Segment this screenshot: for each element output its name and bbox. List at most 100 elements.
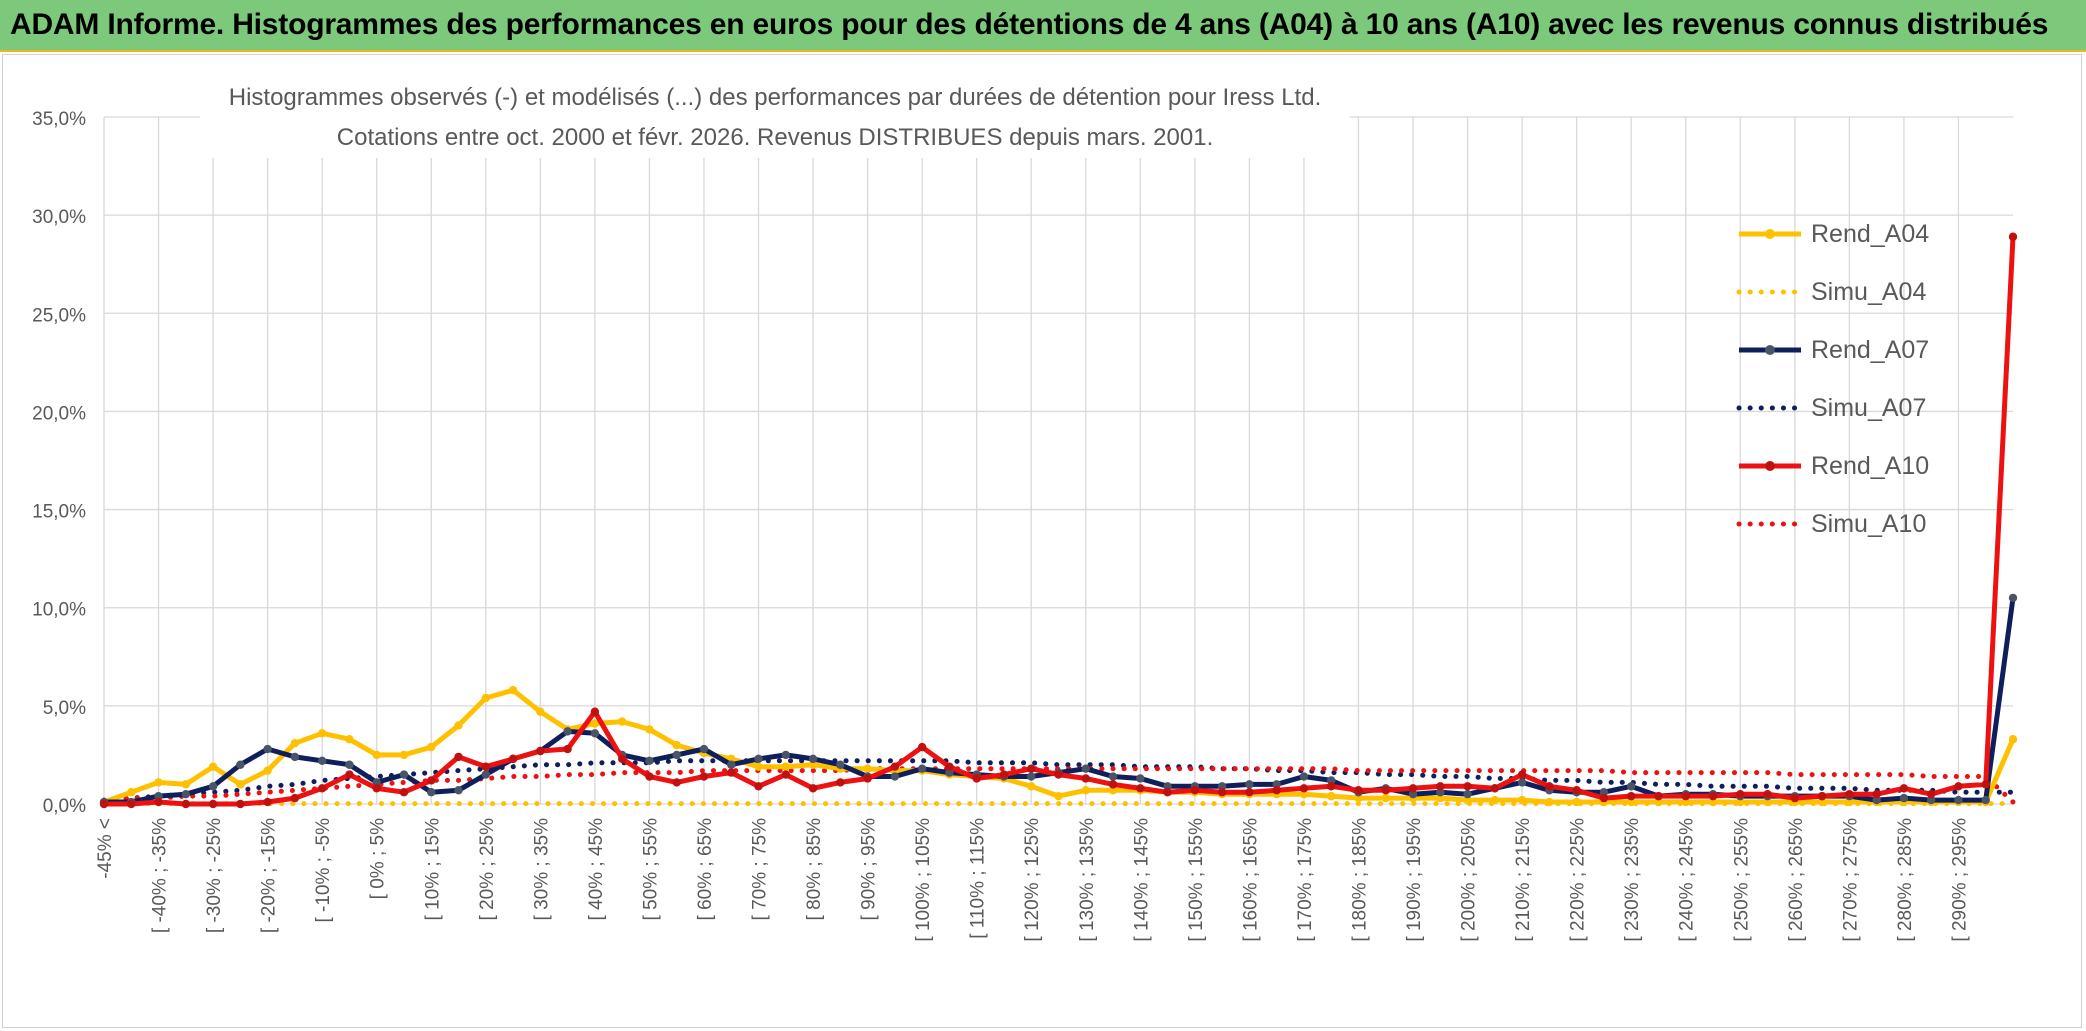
data-point-rend-a10 — [1327, 782, 1336, 791]
data-point-rend-a10 — [181, 799, 191, 809]
data-point-rend-a10 — [836, 778, 845, 787]
data-point-rend-a10 — [508, 754, 518, 764]
data-point-rend-a07 — [1872, 795, 1881, 805]
data-point-rend-a10 — [1463, 782, 1472, 791]
data-point-rend-a07 — [236, 760, 245, 769]
x-tick-label: [ 290% ; 295% — [1949, 818, 1970, 942]
legend-label: Simu_A10 — [1811, 509, 1927, 538]
data-point-rend-a07 — [1627, 782, 1636, 791]
data-point-rend-a04 — [481, 693, 490, 703]
legend-item-simu-a04[interactable]: Simu_A04 — [1735, 263, 1955, 321]
data-point-rend-a04 — [1463, 795, 1472, 805]
legend-label: Rend_A07 — [1811, 335, 1930, 364]
data-point-rend-a10 — [1272, 786, 1281, 795]
data-point-rend-a10 — [427, 776, 436, 785]
data-point-rend-a10 — [1136, 784, 1145, 793]
data-point-rend-a04 — [590, 719, 600, 728]
data-point-rend-a10 — [290, 793, 300, 803]
y-tick-label: 25,0% — [32, 305, 86, 326]
data-point-rend-a10 — [590, 707, 600, 716]
data-point-rend-a10 — [645, 772, 654, 781]
data-point-rend-a07 — [427, 788, 436, 797]
data-point-rend-a04 — [1327, 791, 1336, 801]
x-tick-label: [ 160% ; 165% — [1240, 818, 1261, 942]
data-point-rend-a04 — [672, 740, 681, 750]
data-point-rend-a04 — [1845, 797, 1854, 807]
x-tick-label: [ 150% ; 155% — [1186, 818, 1207, 942]
data-point-rend-a10 — [999, 770, 1009, 779]
legend-item-simu-a07[interactable]: Simu_A07 — [1735, 379, 1955, 437]
x-tick-label: [ 50% ; 55% — [640, 818, 661, 921]
data-point-rend-a07 — [208, 782, 218, 791]
data-point-rend-a04 — [345, 735, 354, 744]
x-tick-label: [ 80% ; 85% — [804, 818, 825, 921]
data-point-rend-a10 — [208, 799, 218, 809]
y-tick-label: 15,0% — [32, 502, 86, 523]
data-point-rend-a04 — [645, 725, 654, 734]
data-point-rend-a04 — [1027, 782, 1036, 791]
data-point-rend-a07 — [1981, 795, 1990, 805]
data-point-rend-a04 — [263, 766, 272, 775]
data-point-rend-a04 — [427, 742, 436, 752]
data-point-rend-a07 — [645, 756, 654, 766]
data-point-rend-a04 — [317, 729, 327, 738]
x-tick-label: [ 140% ; 145% — [1131, 818, 1152, 942]
data-point-rend-a10 — [2008, 232, 2018, 241]
data-point-rend-a04 — [236, 780, 245, 789]
data-point-rend-a04 — [1817, 797, 1827, 807]
x-tick-label: [ 110% ; 115% — [968, 818, 989, 939]
data-point-rend-a07 — [399, 770, 409, 779]
y-tick-label: 5,0% — [43, 698, 86, 719]
data-point-rend-a04 — [1081, 786, 1090, 795]
x-tick-label: [ 30% ; 35% — [531, 818, 552, 921]
x-tick-label: [ 90% ; 95% — [859, 818, 880, 921]
data-point-rend-a10 — [1190, 786, 1200, 795]
data-point-rend-a04 — [1490, 795, 1500, 805]
data-point-rend-a07 — [1599, 788, 1609, 797]
legend-label: Simu_A07 — [1811, 393, 1927, 422]
legend-swatch-simu-a10 — [1736, 521, 1804, 527]
data-point-rend-a07 — [1136, 774, 1145, 783]
data-point-rend-a04 — [617, 717, 627, 726]
legend-item-simu-a10[interactable]: Simu_A10 — [1735, 495, 1955, 553]
data-point-rend-a07 — [1899, 793, 1909, 803]
data-point-rend-a10 — [1545, 782, 1554, 791]
data-point-rend-a04 — [1572, 797, 1581, 807]
x-tick-label: [ 270% ; 275% — [1840, 818, 1861, 942]
data-point-rend-a07 — [1327, 776, 1336, 785]
data-point-rend-a10 — [1954, 782, 1963, 791]
data-point-rend-a10 — [481, 762, 490, 771]
data-point-rend-a04 — [290, 738, 300, 748]
legend-label: Rend_A10 — [1811, 451, 1930, 480]
series-line-simu-a07 — [101, 758, 2016, 803]
data-point-rend-a07 — [263, 744, 272, 754]
legend-swatch-simu-a04 — [1736, 289, 1804, 295]
data-point-rend-a10 — [1027, 764, 1036, 773]
data-point-rend-a10 — [1108, 780, 1118, 789]
series-line-rend-a10 — [104, 236, 2016, 807]
data-point-rend-a07 — [481, 770, 490, 779]
data-point-rend-a04 — [808, 760, 818, 769]
data-point-rend-a07 — [454, 786, 463, 795]
data-point-rend-a10 — [1217, 788, 1227, 797]
data-point-rend-a07 — [1245, 780, 1254, 789]
legend-item-rend-a04[interactable]: Rend_A04 — [1735, 205, 1955, 263]
data-point-rend-a07 — [1163, 782, 1172, 791]
data-point-rend-a10 — [372, 784, 381, 793]
legend-swatch-rend-a04 — [1739, 229, 1801, 239]
data-point-rend-a04 — [1708, 797, 1718, 807]
data-point-rend-a07 — [1436, 788, 1445, 797]
data-point-rend-a10 — [454, 752, 463, 762]
data-point-rend-a07 — [2008, 593, 2018, 603]
data-point-rend-a10 — [1790, 793, 1800, 803]
x-tick-label: [ 190% ; 195% — [1404, 818, 1425, 942]
data-point-rend-a10 — [1490, 784, 1500, 793]
legend-item-rend-a07[interactable]: Rend_A07 — [1735, 321, 1955, 379]
data-point-rend-a10 — [1381, 786, 1390, 795]
data-point-rend-a10 — [699, 772, 709, 781]
report-title: ADAM Informe. Histogrammes des performan… — [10, 8, 2049, 41]
x-tick-label: [ 200% ; 205% — [1459, 818, 1480, 942]
legend-item-rend-a10[interactable]: Rend_A10 — [1735, 437, 1955, 495]
data-point-rend-a07 — [1027, 772, 1036, 781]
data-point-rend-a10 — [917, 742, 927, 752]
